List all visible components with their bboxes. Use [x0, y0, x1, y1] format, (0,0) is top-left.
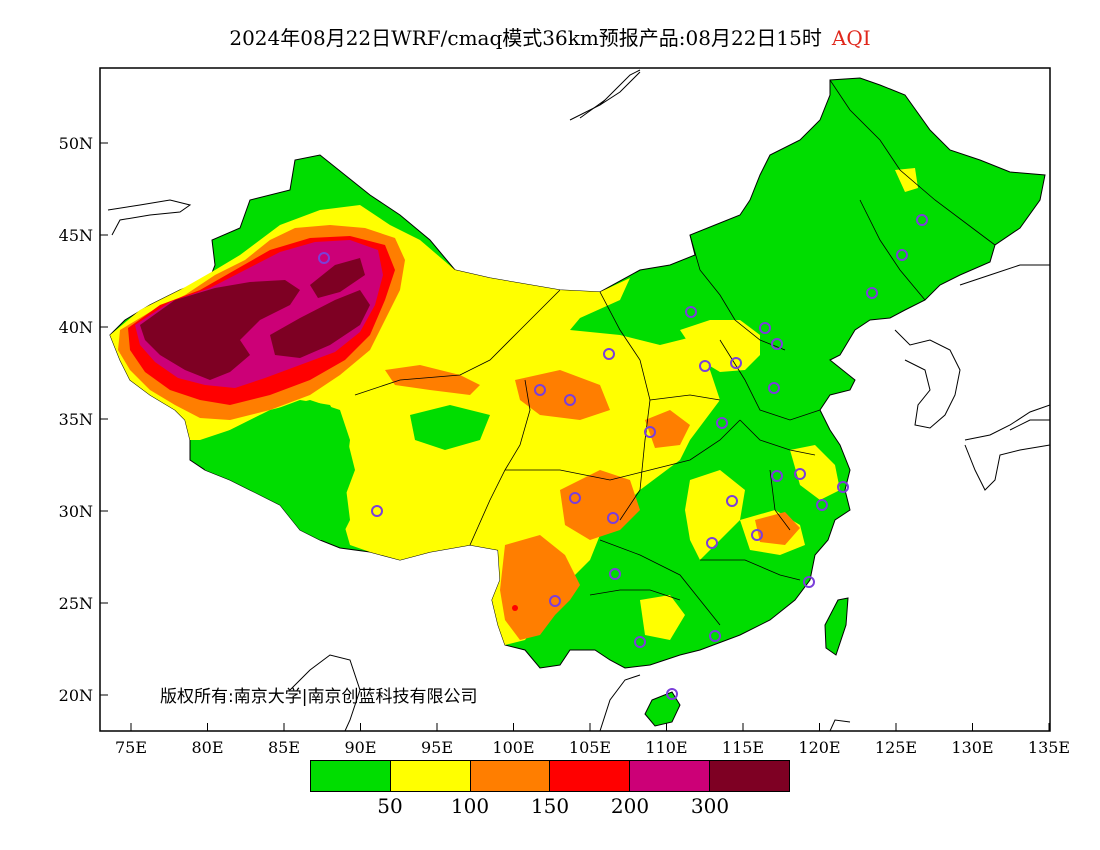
station-marker: [837, 481, 849, 493]
zone-good-tibet: [195, 400, 350, 540]
station-marker: [730, 357, 742, 369]
zone-moderate-coast: [790, 445, 840, 500]
lon-tick-label: 105E: [569, 738, 611, 757]
zone-usg-strip: [385, 365, 480, 395]
title-aqi-label: AQI: [831, 26, 871, 50]
zone-hazardous-north: [310, 258, 365, 298]
station-marker: [759, 322, 771, 334]
zone-hazardous: [140, 280, 300, 380]
station-marker: [699, 360, 711, 372]
station-marker: [569, 492, 581, 504]
copyright-text: 版权所有:南京大学|南京创蓝科技有限公司: [160, 687, 478, 707]
lat-tick-label: 30N: [59, 502, 93, 521]
aqi-colorbar: [310, 760, 790, 792]
colorbar-threshold-label: 300: [690, 794, 730, 818]
lon-tick-label: 110E: [645, 738, 687, 757]
lon-tick-label: 100E: [492, 738, 534, 757]
zone-moderate-south: [640, 595, 685, 640]
station-marker: [916, 214, 928, 226]
station-marker: [794, 468, 806, 480]
colorbar-swatch: [390, 761, 471, 791]
lon-tick-label: 120E: [798, 738, 840, 757]
lon-tick-label: 75E: [115, 738, 147, 757]
lon-tick-label: 125E: [875, 738, 917, 757]
station-marker: [771, 470, 783, 482]
station-marker: [609, 568, 621, 580]
station-marker: [534, 384, 546, 396]
colorbar-threshold-label: 150: [530, 794, 570, 818]
zone-usg-southwest: [500, 535, 580, 640]
hainan-island: [644, 691, 681, 727]
zone-usg-hubei: [755, 512, 800, 545]
station-marker: [709, 630, 721, 642]
lat-tick-label: 45N: [59, 226, 93, 245]
station-marker: [866, 287, 878, 299]
zone-usg-sichuan: [560, 470, 640, 540]
lon-axis: 75E 80E 85E 90E 95E 100E 105E 110E 115E 120E 125E 1…: [115, 723, 1070, 757]
lat-axis: 50N 45N 40N 35N 30N 25N 20N: [59, 134, 108, 705]
zone-usg-gansu: [515, 370, 610, 420]
zone-moderate-east: [685, 470, 745, 560]
lon-tick-label: 130E: [951, 738, 993, 757]
taiwan-island: [824, 597, 849, 656]
station-marker: [751, 529, 763, 541]
station-marker: [318, 252, 330, 264]
station-marker: [896, 249, 908, 261]
lon-tick-label: 85E: [268, 738, 300, 757]
station-marker: [771, 338, 783, 350]
station-marker: [603, 348, 615, 360]
station-marker: [634, 636, 646, 648]
station-marker: [816, 499, 828, 511]
zone-moderate-ne: [895, 168, 918, 192]
lon-tick-label: 90E: [344, 738, 376, 757]
station-marker: [716, 417, 728, 429]
station-marker: [768, 382, 780, 394]
map-title: 2024年08月22日WRF/cmaq模式36km预报产品:08月22日15时 A…: [0, 22, 1100, 51]
colorbar-swatch: [311, 761, 391, 791]
colorbar-threshold-label: 100: [450, 794, 490, 818]
zone-good-qinghai: [410, 405, 490, 450]
colorbar-swatch: [470, 761, 551, 791]
station-marker: [685, 306, 697, 318]
station-marker: [726, 495, 738, 507]
colorbar-swatch: [710, 761, 789, 791]
province-borders: [354, 79, 996, 626]
colorbar-threshold-label: 50: [377, 794, 403, 818]
neighbour-outlines: [107, 69, 1050, 731]
station-marker: [706, 537, 718, 549]
map-frame: [99, 67, 1051, 732]
lon-tick-label: 80E: [191, 738, 223, 757]
station-marker: [666, 688, 678, 700]
station-markers: [318, 214, 928, 700]
station-marker: [371, 505, 383, 517]
zone-usg-henan: [645, 410, 690, 448]
station-marker: [549, 595, 561, 607]
station-marker: [607, 512, 619, 524]
lat-tick-label: 35N: [59, 410, 93, 429]
lat-tick-label: 40N: [59, 318, 93, 337]
station-marker: [644, 426, 656, 438]
colorbar-labels: 50 100 150 200 300: [0, 794, 1100, 818]
lon-tick-label: 115E: [722, 738, 764, 757]
title-main: 2024年08月22日WRF/cmaq模式36km预报产品:08月22日15时: [229, 26, 822, 50]
lat-tick-label: 50N: [59, 134, 93, 153]
colorbar-threshold-label: 200: [610, 794, 650, 818]
station-marker: [564, 394, 576, 406]
colorbar-swatch: [550, 761, 631, 791]
lat-tick-label: 20N: [59, 686, 93, 705]
lat-tick-label: 25N: [59, 594, 93, 613]
lon-tick-label: 135E: [1028, 738, 1070, 757]
station-marker: [803, 576, 815, 588]
colorbar-swatch: [630, 761, 711, 791]
zone-unhealthy-spot: [512, 605, 518, 611]
lon-tick-label: 95E: [421, 738, 453, 757]
zone-hazardous-east: [270, 290, 370, 358]
